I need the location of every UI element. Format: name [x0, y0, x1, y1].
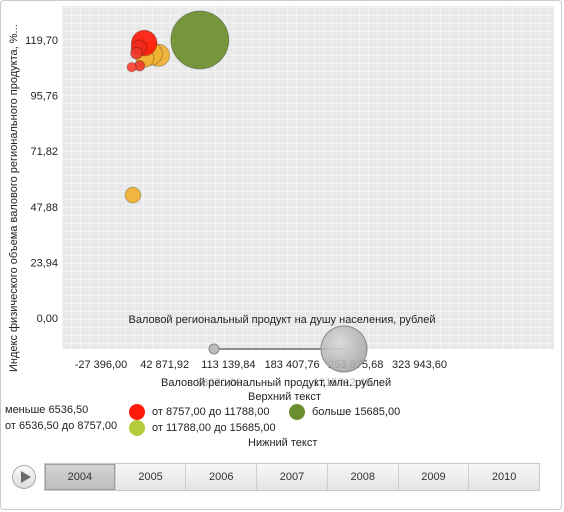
x-tick-label: 42 871,92 [140, 359, 189, 371]
y-tick-label: 0,00 [37, 313, 58, 325]
play-button[interactable] [12, 465, 36, 489]
year-tab-2009[interactable]: 2009 [399, 464, 470, 490]
year-tab-2006[interactable]: 2006 [186, 464, 258, 490]
y-tick-label: 95,76 [30, 91, 58, 103]
top-text: Верхний текст [248, 391, 321, 403]
bubble-point[interactable] [170, 10, 230, 70]
x-axis-label: Валовой региональный продукт, млн. рубле… [161, 377, 392, 389]
year-tab-2004[interactable]: 2004 [45, 464, 116, 490]
legend-color-dot [129, 420, 145, 436]
legend-label: от 6536,50 до 8757,00 [5, 420, 118, 432]
legend-label: от 11788,00 до 15685,00 [152, 422, 276, 434]
bubble-point[interactable] [124, 186, 142, 204]
bottom-text: Нижний текст [248, 437, 318, 449]
size-legend-min-marker[interactable] [208, 343, 220, 355]
y-tick-label: 23,94 [30, 257, 58, 269]
x-tick-label: -27 396,00 [75, 359, 128, 371]
size-legend-max-label: 1315712,40 [313, 377, 372, 389]
year-tab-2010[interactable]: 2010 [491, 471, 517, 483]
size-legend-title: Валовой региональный продукт на душу нас… [128, 314, 435, 326]
legend-label: от 8757,00 до 11788,00 [152, 406, 270, 418]
y-tick-label: 71,82 [30, 146, 58, 158]
size-legend-max-marker[interactable] [320, 325, 368, 373]
legend-label: меньше 6536,50 [5, 404, 89, 416]
legend-color-dot [129, 404, 145, 420]
play-icon [21, 471, 31, 483]
legend-label: больше 15685,00 [312, 406, 401, 418]
year-tab-2005[interactable]: 2005 [116, 464, 187, 490]
x-tick-label: 183 407,76 [265, 359, 320, 371]
y-tick-label: 119,70 [25, 35, 58, 47]
y-axis-label: Индекс физического объема валового регио… [8, 24, 20, 372]
legend-item-less-6536[interactable]: меньше 6536,50 [5, 404, 88, 416]
legend-item-8757-11788[interactable]: от 8757,00 до 11788,00 [129, 404, 269, 420]
year-selector: 2004 2005 2006 2007 2008 2009 2010 [44, 463, 540, 491]
bubble-point[interactable] [126, 62, 137, 73]
legend-item-6536-8757-dot[interactable]: от 11788,00 до 15685,00 [129, 420, 276, 436]
legend-item-more-15685[interactable]: больше 15685,00 [289, 404, 400, 420]
bubble-point[interactable] [130, 46, 143, 60]
year-tab-2007[interactable]: 2007 [257, 464, 328, 490]
timeline: 2004 2005 2006 2007 2008 2009 2010 [10, 463, 540, 491]
legend-item-6536-8757[interactable]: от 6536,50 до 8757,00 [5, 420, 117, 432]
year-tab-2008[interactable]: 2008 [328, 464, 399, 490]
legend-color-dot [289, 404, 305, 420]
x-tick-label: 113 139,84 [201, 359, 255, 371]
size-legend-min-label: 33270,00 [196, 377, 242, 389]
y-tick-label: 47,88 [30, 202, 58, 214]
x-tick-label: 323 943,60 [392, 359, 447, 371]
